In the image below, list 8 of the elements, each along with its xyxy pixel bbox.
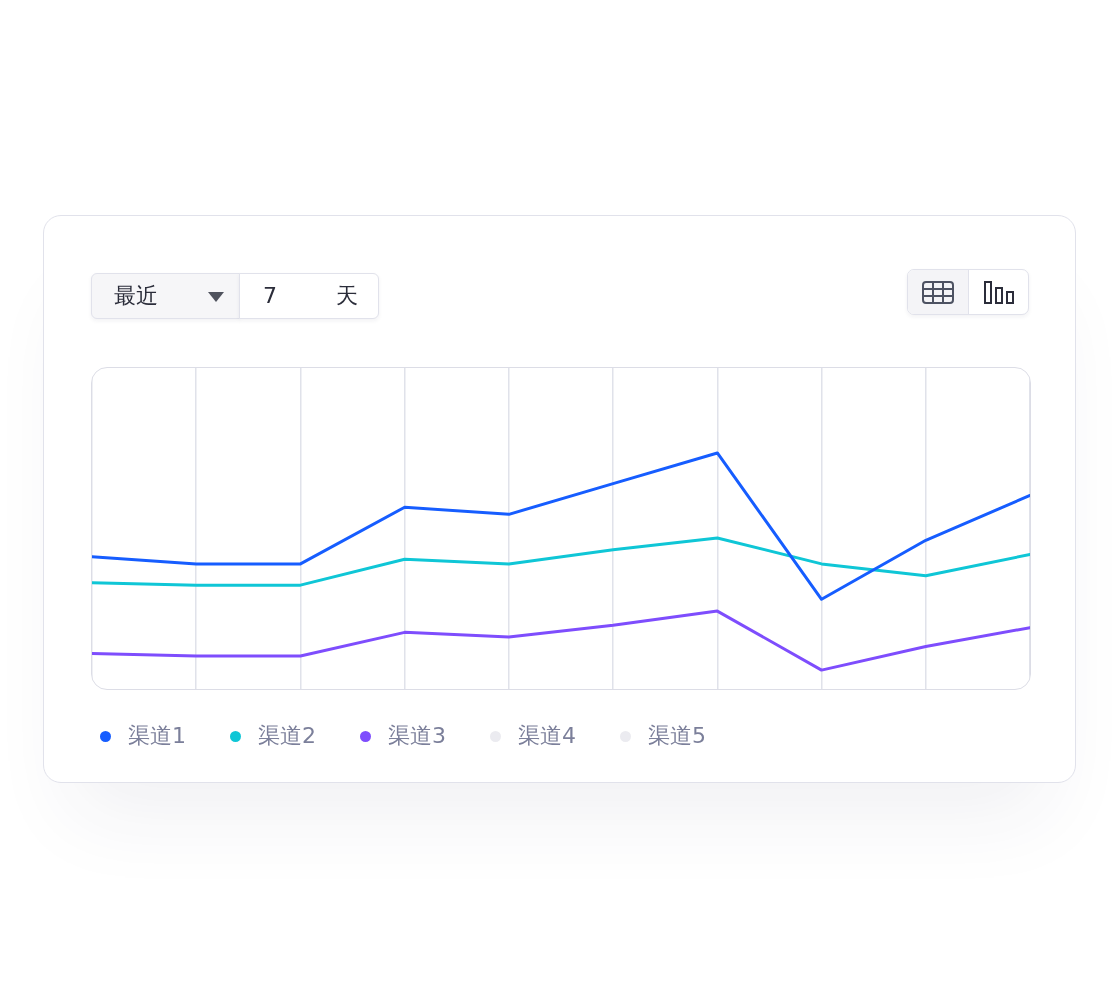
text: 天: [336, 283, 358, 309]
text: 最近: [114, 283, 158, 309]
text: 7: [263, 283, 277, 309]
legend-label: 渠道3: [388, 722, 446, 750]
legend-label: 渠道2: [258, 722, 316, 750]
legend-label: 渠道1: [128, 722, 186, 750]
legend-label: 渠道5: [648, 722, 706, 750]
legend-label: 渠道4: [518, 722, 576, 750]
